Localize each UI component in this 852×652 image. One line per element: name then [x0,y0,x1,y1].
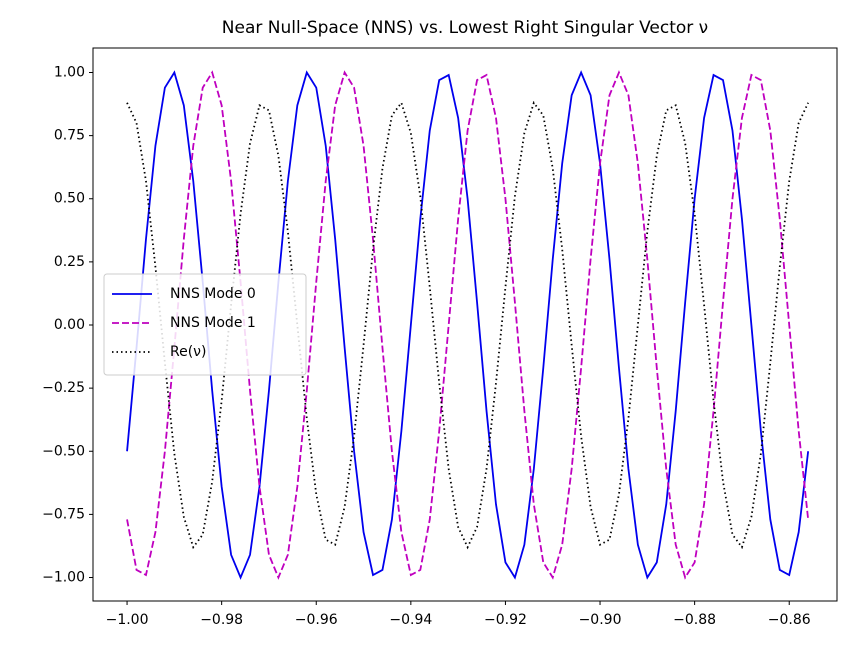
x-tick-label: −0.90 [579,612,622,628]
series-line [126,100,809,550]
x-tick-label: −0.88 [673,612,716,628]
y-tick-label: 0.00 [54,317,85,333]
x-tick-label: −0.96 [295,612,338,628]
y-tick-label: −0.25 [42,380,85,396]
series-line [126,70,810,580]
y-tick-label: −0.50 [42,443,85,459]
legend-label: NNS Mode 0 [170,286,256,302]
x-tick-label: −0.92 [484,612,527,628]
y-tick-label: −0.75 [42,506,85,522]
y-tick-label: −1.00 [42,570,85,586]
y-tick-label: 0.25 [54,254,85,270]
y-tick-label: 1.00 [54,64,85,80]
y-tick-label: 0.75 [54,128,85,144]
x-tick-label: −0.94 [389,612,432,628]
x-tick-label: −1.00 [106,612,149,628]
chart-title: Near Null-Space (NNS) vs. Lowest Right S… [222,18,708,38]
x-tick-label: −0.86 [768,612,811,628]
axes-frame [92,47,838,602]
legend-label: Re(ν) [170,344,206,360]
x-tick-label: −0.98 [200,612,243,628]
legend-box [103,273,307,376]
legend-label: NNS Mode 1 [170,315,256,331]
y-tick-label: 0.50 [54,191,85,207]
